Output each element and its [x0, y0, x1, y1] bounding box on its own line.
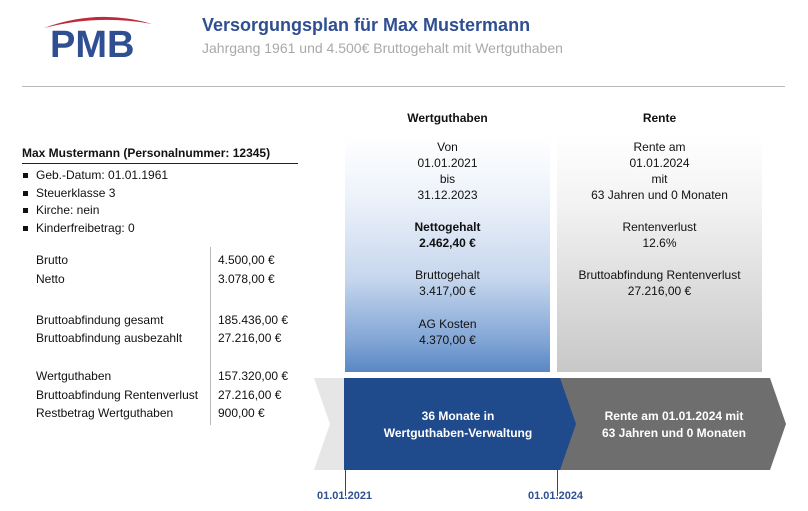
detail-church: Kirche: nein	[22, 202, 168, 220]
wertguthaben-label: Wertguthaben	[36, 369, 112, 383]
abfindung-gesamt-label: Bruttoabfindung gesamt	[36, 313, 164, 327]
person-details: Geb.-Datum: 01.01.1961 Steuerklasse 3 Ki…	[22, 167, 168, 237]
abfindung-ausbezahlt-label: Bruttoabfindung ausbezahlt	[36, 331, 183, 345]
phase2-line1: Rente am 01.01.2024 mit	[604, 409, 744, 423]
person-heading: Max Mustermann (Personalnummer: 12345)	[22, 146, 271, 160]
person-divider	[22, 163, 298, 164]
rente-age: 63 Jahren und 0 Monaten	[591, 188, 728, 202]
phase2-text: Rente am 01.01.2024 mit 63 Jahren und 0 …	[574, 408, 774, 441]
bruttogehalt-value: 3.417,00 €	[419, 284, 476, 298]
rente-mit: mit	[651, 172, 668, 186]
pmb-logo: PMB	[38, 10, 156, 66]
ag-kosten-value: 4.370,00 €	[419, 333, 476, 347]
table-divider-1	[210, 247, 211, 291]
brutto-value: 4.500,00 €	[218, 253, 275, 267]
rente-panel	[557, 136, 762, 372]
rente-abfindung-value: 27.216,00 €	[627, 284, 692, 298]
timeline-tick-rente	[557, 470, 558, 496]
restbetrag-value: 900,00 €	[218, 406, 265, 420]
page-title: Versorgungsplan für Max Mustermann	[202, 15, 531, 35]
timeline-tick-start	[345, 470, 346, 496]
wertguthaben-bis: bis	[439, 172, 456, 186]
table-divider-3	[210, 355, 211, 425]
rente-am: Rente am	[633, 140, 686, 154]
rente-abfindung-label: Bruttoabfindung Rentenverlust	[578, 268, 741, 282]
wertguthaben-start-date: 01.01.2021	[417, 156, 478, 170]
page-subtitle: Jahrgang 1961 und 4.500€ Bruttogehalt mi…	[202, 40, 563, 56]
rentenverlust-label: Rentenverlust	[622, 220, 697, 234]
timeline-date-start: 01.01.2021	[317, 490, 373, 502]
timeline-gray-arrow	[558, 378, 786, 470]
timeline-blue-arrow	[344, 378, 576, 470]
timeline-arrows	[314, 378, 786, 470]
abfindung-ausbezahlt-value: 27.216,00 €	[218, 331, 282, 345]
header-divider	[22, 86, 785, 87]
brutto-label: Brutto	[36, 253, 69, 267]
ag-kosten-label: AG Kosten	[418, 317, 477, 331]
abfindung-rentenverlust-label: Bruttoabfindung Rentenverlust	[36, 388, 199, 402]
rente-heading: Rente	[642, 111, 677, 125]
bruttogehalt-label: Bruttogehalt	[415, 268, 480, 282]
restbetrag-label: Restbetrag Wertguthaben	[36, 406, 174, 420]
wertguthaben-heading: Wertguthaben	[407, 111, 488, 125]
netto-value: 3.078,00 €	[218, 272, 275, 286]
wertguthaben-von: Von	[437, 140, 458, 154]
nettogehalt-value: 2.462,40 €	[419, 236, 476, 250]
phase1-text: 36 Monate in Wertguthaben-Verwaltung	[344, 408, 572, 441]
phase1-line2: Wertguthaben-Verwaltung	[383, 425, 533, 440]
wertguthaben-value: 157.320,00 €	[218, 369, 289, 383]
rente-date: 01.01.2024	[629, 156, 690, 170]
abfindung-rentenverlust-value: 27.216,00 €	[218, 388, 282, 402]
netto-label: Netto	[36, 272, 65, 286]
abfindung-gesamt-value: 185.436,00 €	[218, 313, 289, 327]
logo-text: PMB	[50, 24, 135, 66]
phase2-line2: 63 Jahren und 0 Monaten	[601, 425, 747, 440]
phase1-line1: 36 Monate in	[421, 409, 495, 423]
rentenverlust-value: 12.6%	[642, 236, 677, 250]
wertguthaben-end-date: 31.12.2023	[417, 188, 478, 202]
table-divider-2	[210, 291, 211, 355]
wertguthaben-panel	[345, 136, 550, 372]
detail-child-allowance: Kinderfreibetrag: 0	[22, 220, 168, 238]
nettogehalt-label: Nettogehalt	[414, 220, 481, 234]
timeline-date-rente: 01.01.2024	[528, 490, 584, 502]
detail-birthdate: Geb.-Datum: 01.01.1961	[22, 167, 168, 185]
logo-swoosh-icon	[44, 16, 152, 28]
detail-tax-class: Steuerklasse 3	[22, 185, 168, 203]
